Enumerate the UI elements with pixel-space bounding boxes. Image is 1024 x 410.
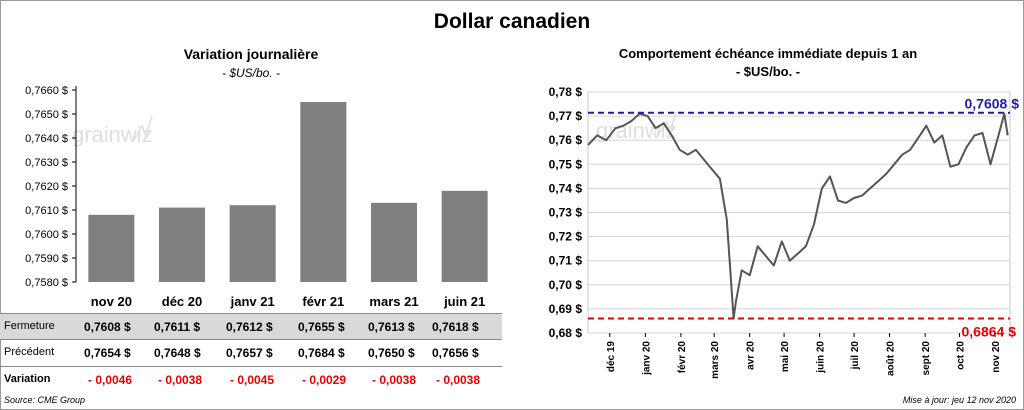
table-cell: 0,7608 $	[84, 320, 131, 334]
table-cell: 0,7656 $	[432, 346, 479, 360]
table-cell: 0,7648 $	[154, 346, 201, 360]
table-cell: - 0,0038	[436, 373, 481, 387]
line-chart: grainwiz 0,68 $ 0,69 $ 0,70 $ 0,71 $ 0,72 $ 0,…	[549, 85, 1020, 379]
y-tick-label: 0,69 $	[549, 302, 583, 316]
row-label: Précédent	[4, 346, 55, 358]
table-cell: 0,7655 $	[298, 320, 345, 334]
table-cell: 0,7650 $	[368, 346, 415, 360]
x-tick-label: déc 20	[162, 294, 202, 309]
y-tick-label: 0,77 $	[549, 109, 583, 123]
watermark-logo: grainwiz	[596, 111, 677, 143]
left-chart-unit: - $US/bo. -	[221, 66, 281, 80]
bar	[229, 205, 276, 282]
bar	[159, 207, 205, 282]
y-tick-label: 0,7640 $	[25, 133, 68, 145]
x-tick-label: févr 20	[677, 341, 688, 374]
left-chart-title: Variation journalière	[183, 46, 319, 62]
x-tick-label: janv 20	[641, 341, 652, 376]
right-chart-title: Comportement échéance immédiate depuis 1…	[618, 46, 918, 61]
y-tick-label: 0,78 $	[549, 85, 583, 99]
bar	[371, 202, 417, 282]
x-tick-label: août 20	[886, 341, 897, 376]
footer-updated: Mise à jour: jeu 12 nov 2020	[902, 395, 1016, 405]
x-tick-label: mars 21	[369, 294, 418, 309]
price-line	[587, 112, 1009, 320]
page-title: Dollar canadien	[433, 10, 591, 33]
table-row-variation: Variation - 0,0046 - 0,0038 - 0,0045 - 0…	[0, 366, 502, 392]
y-tick-label: 0,7590 $	[25, 253, 68, 265]
y-tick-label: 0,7600 $	[25, 229, 68, 241]
y-tick-label: 0,72 $	[549, 230, 583, 244]
watermark-text: grainwiz	[596, 118, 677, 143]
y-tick-label: 0,74 $	[549, 181, 583, 195]
row-label: Variation	[4, 373, 51, 385]
lower-value-label: 0,6864 $	[962, 324, 1017, 340]
watermark-mark	[133, 115, 153, 141]
row-label: Fermeture	[4, 320, 55, 332]
watermark-text: grainwiz	[72, 122, 153, 147]
x-tick-label: déc 19	[606, 341, 617, 373]
y-tick-label: 0,7630 $	[25, 157, 68, 169]
bar	[441, 190, 488, 282]
x-tick-label: mai 20	[780, 341, 791, 373]
table-cell: 0,7612 $	[226, 320, 273, 334]
bar	[300, 102, 347, 282]
table-cell: - 0,0038	[372, 373, 417, 387]
y-tick-label: 0,71 $	[549, 254, 583, 268]
x-tick-label: oct 20	[956, 341, 967, 370]
table-cell: - 0,0029	[302, 373, 347, 387]
y-tick-label: 0,75 $	[549, 157, 583, 171]
watermark-logo: grainwiz	[72, 115, 153, 147]
y-tick-label: 0,7660 $	[25, 85, 68, 97]
table-row-fermeture: Fermeture 0,7608 $ 0,7611 $ 0,7612 $ 0,7…	[0, 313, 502, 340]
table-cell: 0,7618 $	[432, 320, 479, 334]
table-cell: 0,7613 $	[368, 320, 415, 334]
footer-source: Source: CME Group	[4, 395, 86, 405]
y-tick-label: 0,68 $	[549, 326, 583, 340]
table-row-precedent: Précédent 0,7654 $ 0,7648 $ 0,7657 $ 0,7…	[0, 340, 502, 365]
table-cell: 0,7611 $	[154, 320, 201, 334]
y-tick-label: 0,76 $	[549, 133, 583, 147]
x-tick-label: juin 20	[816, 341, 827, 374]
bar	[88, 214, 135, 282]
x-tick-label: nov 20	[991, 341, 1002, 373]
x-tick-label: janv 21	[230, 294, 275, 309]
y-tick-label: 0,7610 $	[25, 205, 68, 217]
y-tick-label: 0,7580 $	[25, 277, 68, 289]
y-tick-label: 0,7650 $	[25, 109, 68, 121]
y-tick-label: 0,70 $	[549, 278, 583, 292]
upper-value-label: 0,7608 $	[965, 96, 1020, 112]
table-cell: 0,7654 $	[84, 346, 131, 360]
x-tick-label: avr 20	[746, 341, 757, 370]
table-cell: 0,7684 $	[298, 346, 345, 360]
x-tick-label: juin 21	[443, 294, 485, 309]
table-cell: - 0,0038	[158, 373, 203, 387]
y-tick-label: 0,7620 $	[25, 181, 68, 193]
table-cell: - 0,0046	[88, 373, 133, 387]
x-tick-label: juil 20	[850, 341, 861, 371]
table-cell: - 0,0045	[230, 373, 275, 387]
right-chart-unit: - $US/bo. -	[735, 64, 801, 79]
x-tick-label: nov 20	[91, 294, 132, 309]
y-tick-label: 0,73 $	[549, 206, 583, 220]
watermark-mark	[657, 111, 677, 137]
bar-chart: grainwiz 0,7580 $ 0,7590 $ 0,7600 $ 0,7610 $…	[25, 85, 488, 309]
x-tick-label: mars 20	[710, 341, 721, 379]
x-tick-label: févr 21	[302, 294, 344, 309]
x-tick-label: sept 20	[921, 341, 932, 376]
table-cell: 0,7657 $	[226, 346, 273, 360]
